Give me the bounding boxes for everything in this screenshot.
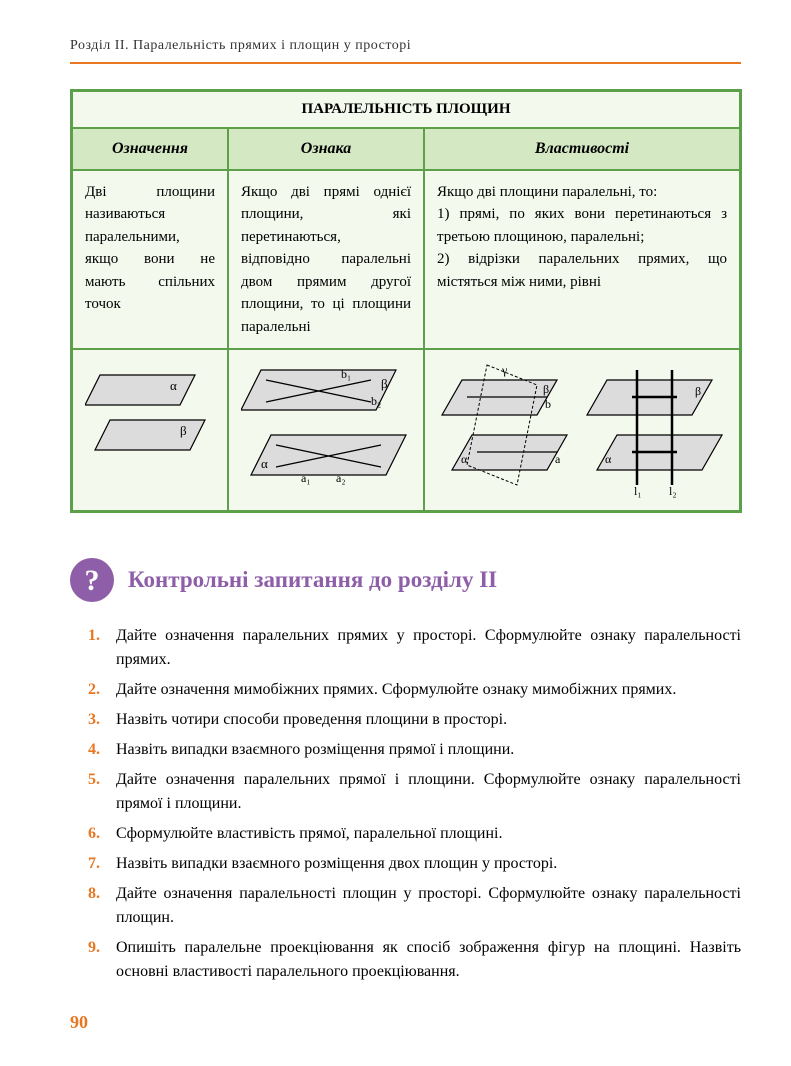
properties-intro: Якщо дві площини паралельні, то: [437,184,657,200]
q-number: 8. [88,882,106,930]
label-beta: β [180,423,187,438]
label-gamma: γ [501,363,508,377]
cell-definition: Дві площини називаються паралельними, як… [72,170,229,350]
label-beta-3: β [543,382,549,396]
label-alpha-3: α [461,452,468,466]
list-item: 4. Назвіть випадки взаємного розміщення п… [88,738,741,762]
col-head-definition: Означення [72,128,229,170]
cell-properties: Якщо дві площини паралельні, то: 1) прям… [424,170,741,350]
label-a1: a₁ [301,471,311,485]
chapter-header: Розділ II. Паралельність прямих і площин… [70,35,741,64]
col-head-properties: Властивості [424,128,741,170]
label-beta-2: β [381,376,388,391]
diagram-criterion: b₁ b₂ β a₁ a₂ α [228,349,424,512]
list-item: 8.Дайте означення паралельності площин у… [88,882,741,930]
label-a2: a₂ [336,471,346,485]
q-number: 7. [88,852,106,876]
label-beta-4: β [695,384,701,398]
label-b2: b₂ [371,394,381,408]
section-title: Контрольні запитання до розділу II [128,563,497,598]
table-title: ПАРАЛЕЛЬНІСТЬ ПЛОЩИН [72,91,741,128]
summary-table: ПАРАЛЕЛЬНІСТЬ ПЛОЩИН Означення Ознака Вл… [70,89,742,513]
property-1: 1) прямі, по яких вони перетинаються з т… [437,206,727,245]
label-alpha-4: α [605,452,612,466]
q-number: 4. [88,738,106,762]
label-l2: l₂ [669,484,677,498]
q-text: Назвіть чотири способи проведення площин… [116,708,741,732]
q-text: Дайте означення паралельних прямої і пло… [116,768,741,816]
label-alpha: α [170,378,177,393]
page-number: 90 [70,1009,741,1036]
q-text: Назвіть випадки взаємного розміщення пря… [116,738,741,762]
label-b1: b₁ [341,367,351,381]
list-item: 5.Дайте означення паралельних прямої і п… [88,768,741,816]
cell-criterion: Якщо дві прямі однієї площини, які перет… [228,170,424,350]
q-number: 2. [88,678,106,702]
label-l1: l₁ [634,484,642,498]
diagram-definition: α β [72,349,229,512]
list-item: 1.Дайте означення паралельних прямих у п… [88,624,741,672]
q-text: Опишіть паралельне проекціювання як спос… [116,936,741,984]
diagram-properties: γ b β a α β α l₁ l₂ [424,349,741,512]
q-number: 1. [88,624,106,672]
list-item: 6. Сформулюйте властивість прямої, парале… [88,822,741,846]
q-number: 5. [88,768,106,816]
questions-list: 1.Дайте означення паралельних прямих у п… [70,624,741,984]
list-item: 9.Опишіть паралельне проекціювання як сп… [88,936,741,984]
list-item: 2. Дайте означення мимобіжних прямих. Сфо… [88,678,741,702]
label-alpha-2: α [261,456,268,471]
question-mark-icon: ? [70,558,114,602]
q-text: Дайте означення мимобіжних прямих. Сформ… [116,678,741,702]
label-b: b [545,397,551,411]
q-text: Назвіть випадки взаємного розміщення дво… [116,852,741,876]
q-text: Сформулюйте властивість прямої, паралель… [116,822,741,846]
label-a: a [555,452,561,466]
col-head-criterion: Ознака [228,128,424,170]
property-2: 2) відрізки паралельних прямих, що містя… [437,251,727,290]
q-text: Дайте означення паралельних прямих у про… [116,624,741,672]
q-number: 6. [88,822,106,846]
q-text: Дайте означення паралельності площин у п… [116,882,741,930]
list-item: 7. Назвіть випадки взаємного розміщення д… [88,852,741,876]
list-item: 3. Назвіть чотири способи проведення площ… [88,708,741,732]
q-number: 9. [88,936,106,984]
q-number: 3. [88,708,106,732]
